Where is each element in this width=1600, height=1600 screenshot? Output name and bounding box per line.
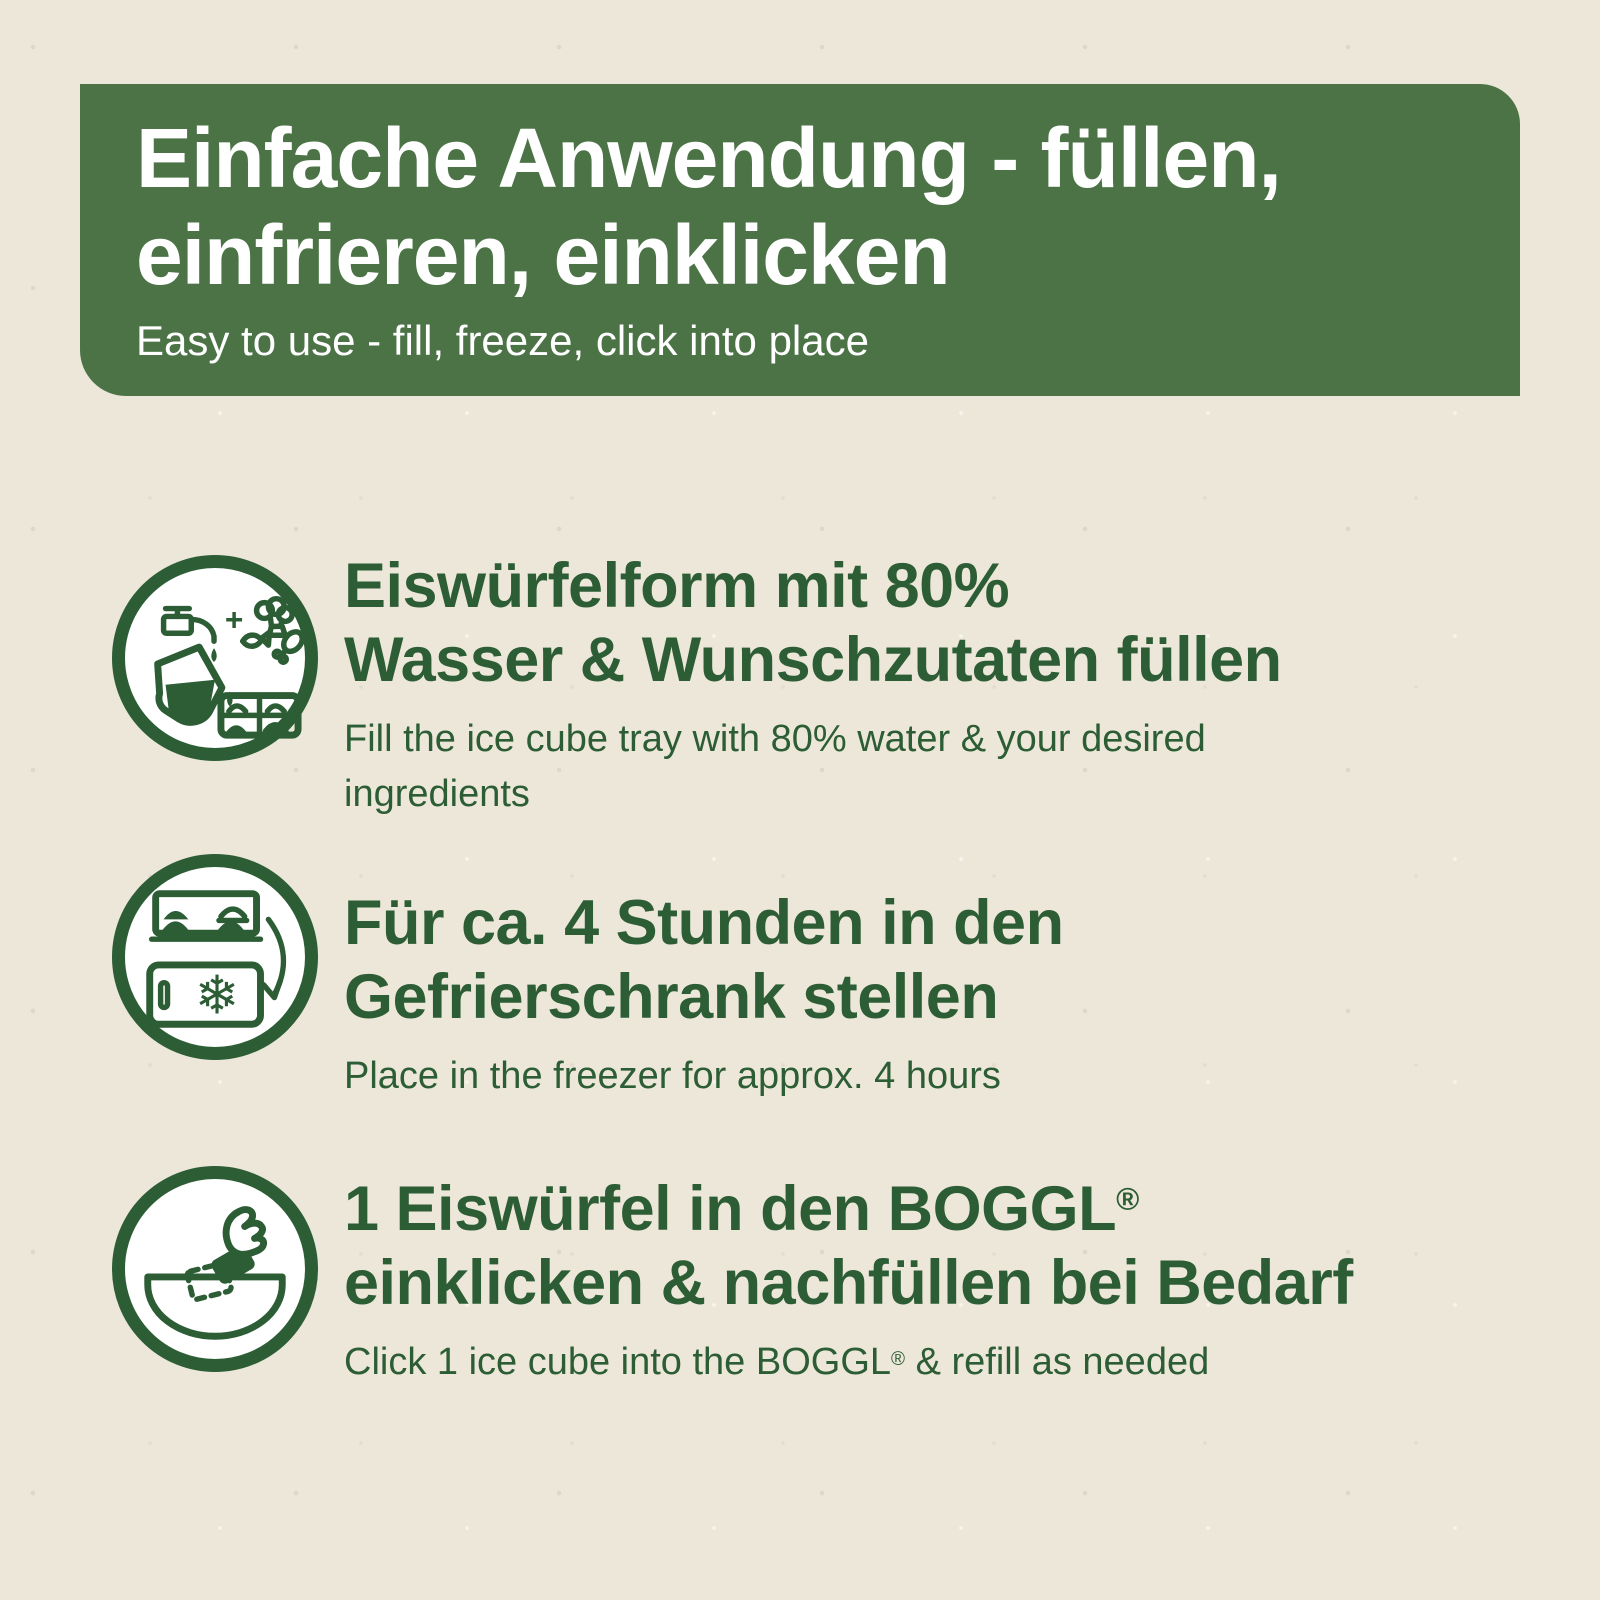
step-3-heading: 1 Eiswürfel in den BOGGL® einklicken & n… bbox=[344, 1172, 1532, 1321]
step-2-subtext: Place in the freezer for approx. 4 hours bbox=[344, 1054, 1001, 1097]
frozen-tray-icon bbox=[148, 890, 264, 942]
ingredients-icon bbox=[239, 595, 304, 665]
step-2-text: Für ca. 4 Stunden in den Gefrierschrank … bbox=[344, 886, 1532, 1104]
pour-jug-icon bbox=[154, 643, 233, 726]
page-subtitle: Easy to use - fill, freeze, click into p… bbox=[136, 317, 869, 365]
step-3-text: 1 Eiswürfel in den BOGGL® einklicken & n… bbox=[344, 1172, 1532, 1390]
step-1-heading-line2: Wasser & Wunschzutaten füllen bbox=[344, 625, 1282, 696]
step-2-heading-line2: Gefrierschrank stellen bbox=[344, 962, 999, 1033]
plus-glyph: + bbox=[225, 601, 243, 637]
freezer-handle bbox=[157, 979, 171, 1011]
step-1-text: Eiswürfelform mit 80% Wasser & Wunschzut… bbox=[344, 549, 1532, 822]
step-3-subtext-text: Click 1 ice cube into the BOGGL bbox=[344, 1340, 892, 1383]
freezer-door-icon: ❄ bbox=[146, 961, 264, 1028]
page-title-line1: Einfache Anwendung - füllen, bbox=[136, 111, 1282, 205]
step-1-heading-line1: Eiswürfelform mit 80% bbox=[344, 551, 1010, 621]
step-1-heading: Eiswürfelform mit 80% Wasser & Wunschzut… bbox=[344, 549, 1532, 698]
freezer-icon-svg: ❄ bbox=[146, 890, 287, 1028]
step-3-subtext-tail: & refill as needed bbox=[905, 1340, 1210, 1383]
step-1-subtext-line1: Fill the ice cube tray with 80% water & … bbox=[344, 717, 1206, 760]
fish-icon bbox=[239, 629, 273, 649]
step-3-heading-line2: einklicken & nachfüllen bei Bedarf bbox=[344, 1248, 1353, 1319]
step-2-heading-line1: Für ca. 4 Stunden in den bbox=[344, 888, 1064, 958]
drumstick-icon bbox=[271, 629, 304, 665]
click-into-bowl-icon bbox=[112, 1166, 318, 1372]
broccoli-icon bbox=[253, 595, 295, 638]
page-title: Einfache Anwendung - füllen, einfrieren,… bbox=[136, 110, 1480, 303]
water-drop-icon bbox=[211, 648, 217, 662]
step-3-subtext: Click 1 ice cube into the BOGGL® & refil… bbox=[344, 1335, 1532, 1390]
arrow-down-icon bbox=[260, 916, 287, 1001]
faucet-icon bbox=[160, 605, 217, 662]
fill-tray-icon: + bbox=[112, 555, 318, 761]
snowflake-icon: ❄ bbox=[195, 963, 240, 1026]
step-2-freeze: ❄ Für ca. 4 Stunden in den Gefrierschran… bbox=[112, 854, 1532, 1104]
step-1-subtext-line2: ingredients bbox=[344, 772, 530, 815]
hand-icon bbox=[222, 1206, 268, 1258]
freezer-icon: ❄ bbox=[112, 854, 318, 1060]
bowl-icon bbox=[144, 1273, 286, 1340]
click-into-bowl-icon-svg bbox=[144, 1206, 286, 1340]
ice-tray-icon bbox=[217, 692, 302, 739]
registered-mark: ® bbox=[891, 1349, 906, 1371]
page-title-line2: einfrieren, einklicken bbox=[136, 207, 951, 302]
fill-tray-icon-svg: + bbox=[154, 595, 304, 739]
step-3-click-in: 1 Eiswürfel in den BOGGL® einklicken & n… bbox=[112, 1162, 1532, 1390]
step-3-heading-line1: 1 Eiswürfel in den BOGGL bbox=[344, 1174, 1117, 1244]
step-2-heading: Für ca. 4 Stunden in den Gefrierschrank … bbox=[344, 886, 1532, 1035]
jug-liquid bbox=[165, 679, 215, 721]
registered-mark: ® bbox=[1116, 1181, 1140, 1218]
step-1-subtext: Fill the ice cube tray with 80% water & … bbox=[344, 712, 1532, 822]
step-1-fill: + bbox=[112, 549, 1532, 822]
header-banner: Einfache Anwendung - füllen, einfrieren,… bbox=[80, 84, 1520, 396]
